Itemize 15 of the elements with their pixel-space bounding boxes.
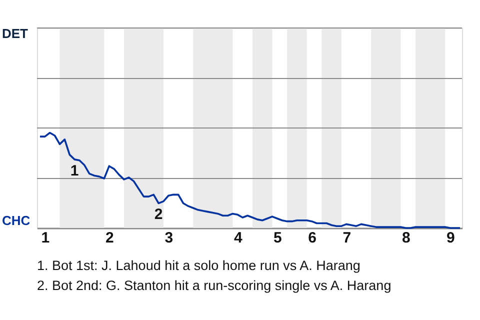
x-tick-label: 7 [342,230,352,246]
text: 1. Bot 1st: J. Lahoud hit a solo home run vs A. Harang [37,258,360,273]
text: CHC [2,213,31,228]
x-tick-label: 4 [234,230,243,246]
text: DET [2,26,28,41]
x-tick-label: 5 [274,230,282,246]
x-tick-label: 3 [164,230,174,246]
text: 2. Bot 2nd: G. Stanton hit a run-scoring single vs A. Harang [37,278,392,293]
annotation: 1 [70,162,79,180]
x-tick-label: 1 [41,230,50,246]
x-tick-label: 9 [446,230,455,246]
x-tick-label: 6 [308,230,316,246]
x-tick-label: 2 [105,230,114,246]
annotation: 2 [154,206,163,224]
x-tick-label: 8 [402,230,410,246]
